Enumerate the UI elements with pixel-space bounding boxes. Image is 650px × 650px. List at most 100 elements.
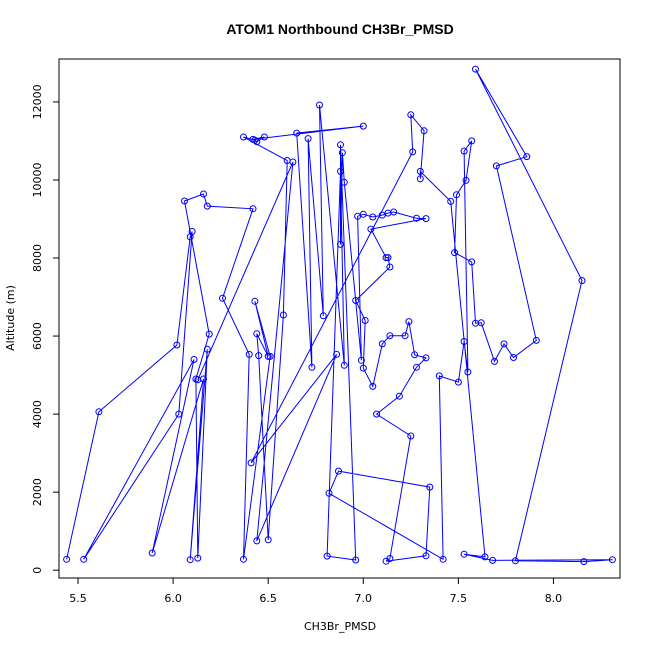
data-point	[413, 363, 420, 371]
data-point	[249, 205, 257, 213]
x-tick-label: 5.5	[69, 592, 87, 605]
data-point	[266, 352, 274, 360]
data-point	[338, 149, 346, 157]
data-point	[580, 558, 588, 566]
data-point	[308, 363, 316, 371]
data-point	[188, 228, 196, 235]
data-point	[378, 340, 386, 348]
data-point	[253, 330, 261, 338]
data-point	[453, 191, 460, 199]
data-point	[194, 376, 202, 384]
data-point	[460, 550, 468, 558]
data-point	[407, 432, 415, 440]
data-point	[253, 138, 261, 146]
data-point	[464, 368, 472, 376]
data-point	[426, 483, 434, 491]
data-point	[95, 408, 103, 416]
data-point	[413, 214, 420, 222]
data-point	[422, 354, 430, 362]
x-tick-label: 6.5	[259, 592, 277, 605]
data-point	[382, 557, 390, 565]
data-point	[382, 254, 390, 262]
data-point	[447, 197, 455, 205]
data-point	[407, 111, 415, 119]
data-point	[173, 341, 181, 349]
data-point	[409, 148, 417, 156]
data-point	[578, 277, 586, 285]
data-point	[532, 336, 540, 344]
data-point	[293, 129, 301, 137]
data-point	[491, 357, 498, 365]
data-point	[481, 553, 489, 561]
data-point	[205, 330, 213, 338]
data-point	[369, 213, 377, 221]
chart-title: ATOM1 Northbound CH3Br_PMSD	[226, 21, 453, 37]
data-point	[316, 101, 323, 109]
data-point	[251, 297, 259, 305]
y-tick-label: 12000	[31, 84, 44, 119]
data-point	[405, 318, 413, 326]
data-point	[510, 354, 517, 361]
data-point	[200, 190, 207, 198]
data-point	[253, 537, 261, 545]
data-point	[352, 297, 360, 304]
data-point	[500, 340, 508, 348]
data-point	[337, 167, 344, 175]
data-point	[489, 556, 497, 564]
data-point	[468, 258, 476, 266]
data-point	[367, 225, 375, 233]
data-point	[523, 153, 531, 161]
data-point	[319, 312, 327, 320]
data-point	[247, 459, 255, 467]
data-point	[335, 467, 342, 475]
data-point	[384, 254, 392, 262]
data-point	[337, 240, 344, 248]
data-point	[337, 141, 344, 149]
data-point	[240, 133, 247, 141]
data-point	[325, 489, 333, 497]
data-point	[361, 317, 369, 324]
data-point	[477, 319, 485, 327]
data-point	[264, 352, 272, 360]
data-point	[439, 555, 447, 563]
y-axis: 0 2000 4000 6000 8000 10000 12000	[31, 84, 60, 574]
data-point	[359, 364, 367, 372]
data-point	[411, 351, 419, 359]
y-tick-label: 2000	[31, 478, 44, 506]
data-point	[289, 158, 297, 166]
data-point	[422, 215, 430, 223]
x-tick-label: 7.5	[450, 592, 468, 605]
x-tick-label: 6.0	[164, 592, 182, 605]
data-point	[359, 210, 367, 218]
data-point	[186, 556, 194, 564]
data-series	[63, 65, 616, 566]
x-tick-label: 8.0	[545, 592, 563, 605]
data-point	[175, 410, 183, 418]
data-point	[468, 137, 476, 145]
data-point	[323, 552, 331, 560]
series-line	[66, 68, 613, 563]
data-point	[608, 556, 616, 564]
data-point	[340, 361, 348, 369]
data-point	[240, 555, 247, 563]
data-point	[148, 549, 156, 557]
data-point	[492, 162, 500, 170]
data-point	[401, 332, 409, 340]
data-point	[63, 555, 71, 563]
x-axis-label: CH3Br_PMSD	[304, 620, 376, 633]
data-point	[181, 197, 188, 205]
y-tick-label: 8000	[31, 244, 44, 272]
data-point	[373, 410, 381, 418]
data-point	[462, 176, 470, 184]
data-point	[472, 65, 479, 73]
data-point	[340, 178, 348, 186]
data-point	[304, 135, 312, 143]
data-point	[219, 294, 226, 302]
data-point	[264, 536, 272, 544]
data-point	[333, 350, 341, 358]
data-point	[511, 557, 519, 565]
data-point	[190, 356, 198, 363]
data-point	[260, 133, 268, 141]
data-point	[352, 556, 360, 564]
